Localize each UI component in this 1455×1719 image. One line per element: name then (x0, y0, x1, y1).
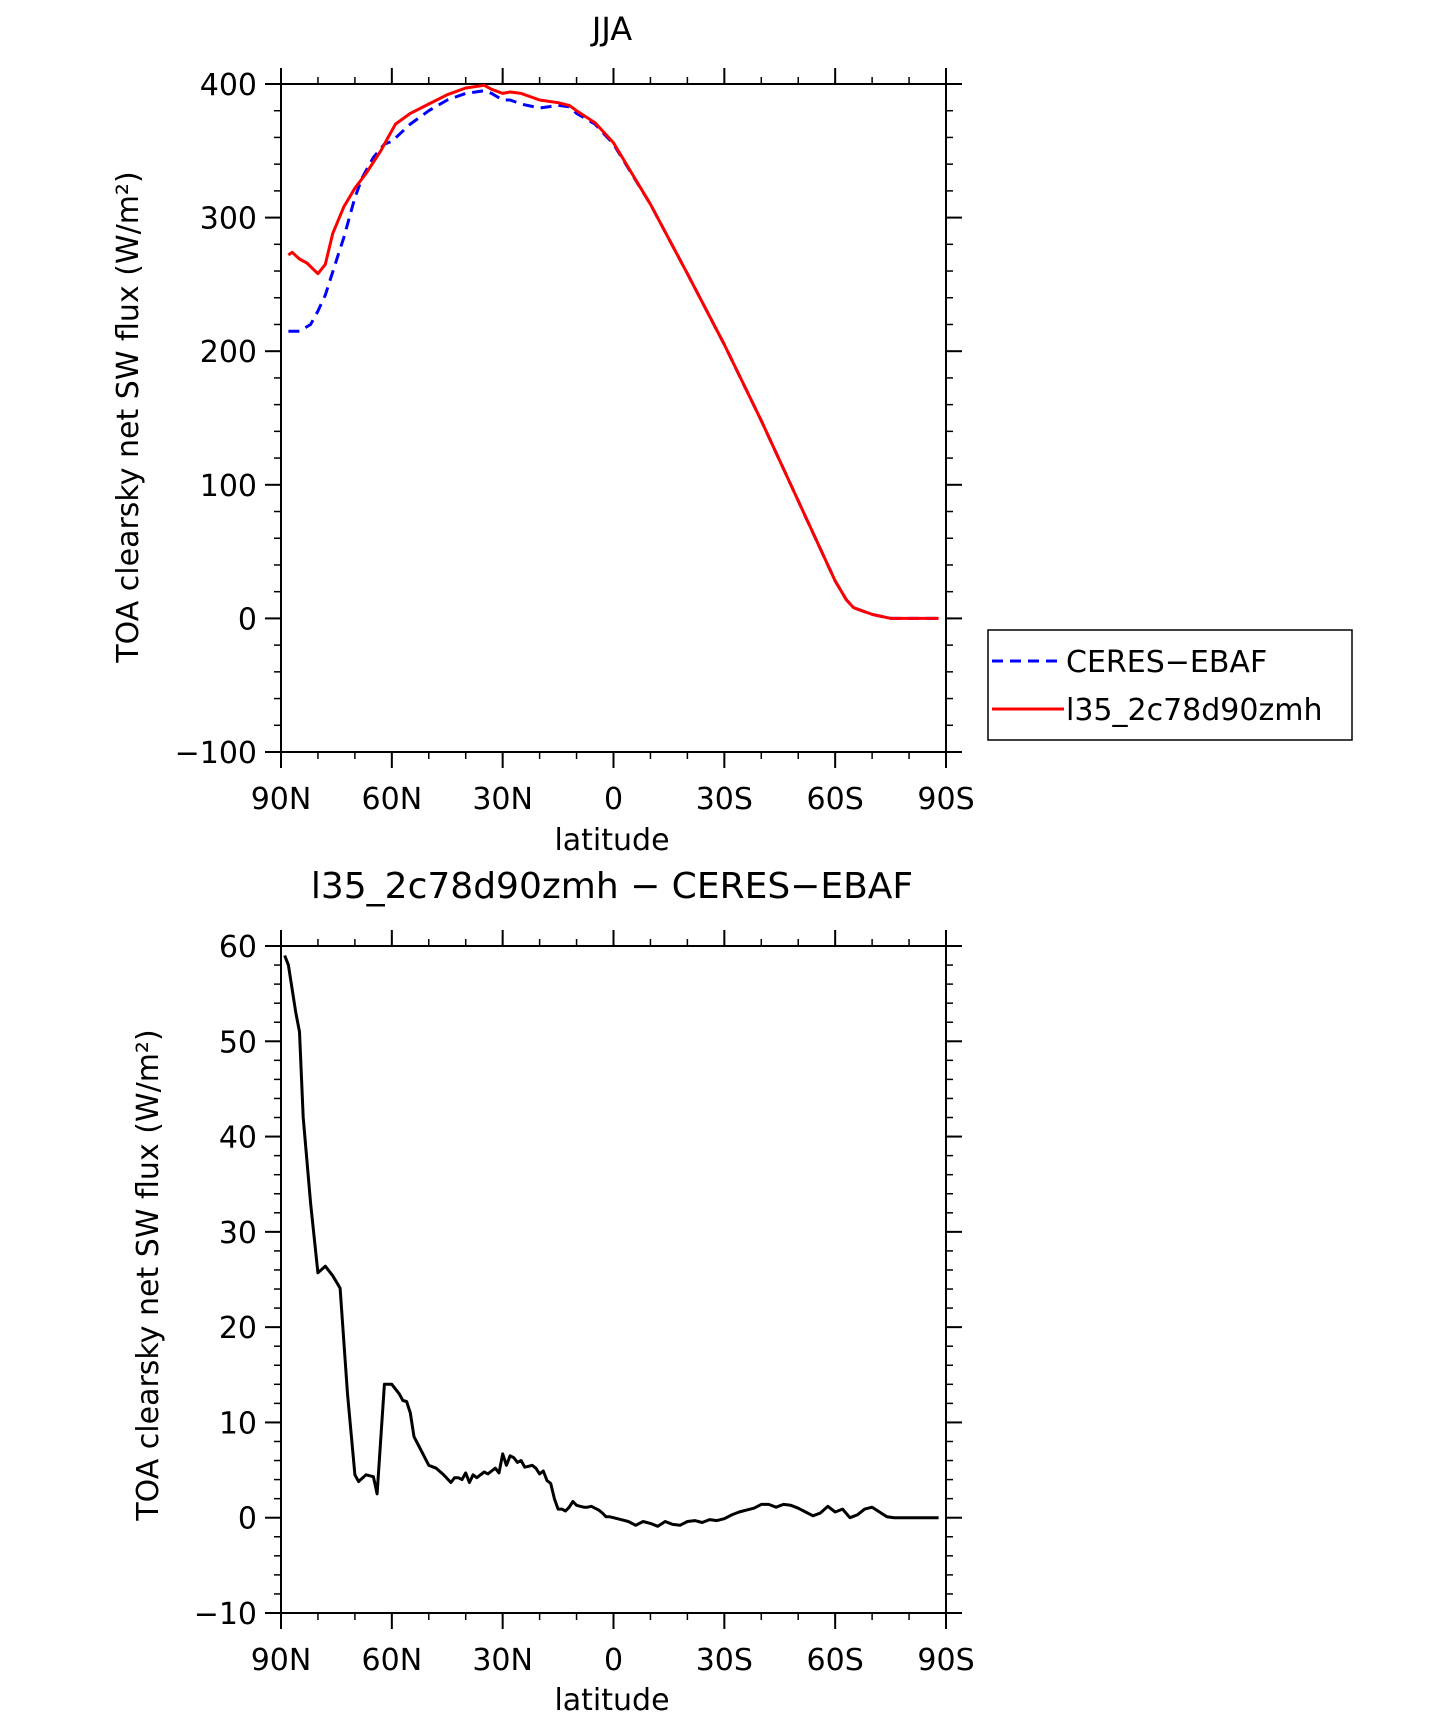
x-tick-label: 60N (362, 782, 423, 817)
x-tick-label: 30S (696, 1643, 753, 1678)
plot-frame (280, 83, 947, 753)
bottom-xlabel: latitude (554, 1683, 669, 1718)
bottom-line-chart: −10 0 10 20 30 40 50 60 90N 60N 30N 0 30S 60S 90S (194, 930, 975, 1678)
y-tick-label: 40 (219, 1121, 257, 1156)
legend-label-ceres: CERES−EBAF (1066, 645, 1267, 680)
y-tick-label: 0 (238, 602, 257, 637)
y-tick-label: 400 (200, 68, 257, 103)
x-tick-label: 0 (604, 782, 623, 817)
x-tick-label: 30N (472, 782, 533, 817)
legend: CERES−EBAF l35_2c78d90zmh (987, 629, 1353, 741)
bottom-ylabel: TOA clearsky net SW flux (W/m²) (131, 1029, 166, 1521)
y-tick-label: 300 (200, 202, 257, 237)
series-line-l35-2c78d90zmh (287, 83, 939, 620)
legend-box (987, 629, 1353, 741)
x-tick-label: 60S (807, 1643, 864, 1678)
y-tick-label: −100 (175, 736, 257, 771)
series-line-difference (283, 954, 939, 1528)
x-tick-label: 30N (472, 1643, 533, 1678)
chart-title-difference: l35_2c78d90zmh − CERES−EBAF (311, 866, 913, 907)
legend-label-model: l35_2c78d90zmh (1066, 693, 1322, 728)
x-tick-label: 90S (917, 782, 974, 817)
series-line-ceres-ebaf (288, 89, 939, 620)
y-tick-label: 100 (200, 469, 257, 504)
top-xlabel: latitude (554, 823, 669, 858)
x-tick-label: 90S (917, 1643, 974, 1678)
y-tick-label: 0 (238, 1502, 257, 1537)
x-tick-label: 60S (807, 782, 864, 817)
x-tick-label: 90N (251, 782, 312, 817)
top-line-chart: −100 0 100 200 300 400 90N 60N 30N 0 30S 60S 90S (175, 68, 975, 817)
x-tick-label: 0 (604, 1643, 623, 1678)
y-tick-label: 10 (219, 1406, 257, 1441)
y-tick-label: 60 (219, 930, 257, 965)
y-tick-label: 200 (200, 335, 257, 370)
top-ylabel: TOA clearsky net SW flux (W/m²) (111, 171, 146, 663)
chart-title-jja: JJA (590, 10, 632, 48)
x-tick-label: 30S (696, 782, 753, 817)
x-tick-label: 90N (251, 1643, 312, 1678)
x-tick-label: 60N (362, 1643, 423, 1678)
y-tick-label: −10 (194, 1597, 257, 1632)
y-tick-label: 20 (219, 1311, 257, 1346)
y-tick-label: 30 (219, 1216, 257, 1251)
y-tick-label: 50 (219, 1025, 257, 1060)
